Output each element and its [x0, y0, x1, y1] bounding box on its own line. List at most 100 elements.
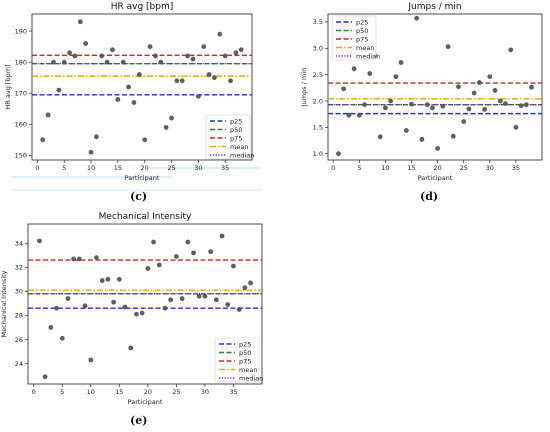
data-point	[393, 74, 399, 80]
legend-label-p25: p25	[230, 117, 242, 125]
data-point	[147, 44, 153, 50]
legend-label-p50: p50	[239, 349, 251, 357]
data-point	[93, 134, 99, 140]
data-point	[116, 276, 122, 282]
x-axis-label: Participant	[125, 174, 160, 182]
data-point	[450, 133, 456, 139]
y-tick-label: 30	[15, 288, 23, 296]
data-point	[508, 47, 514, 53]
data-point	[336, 151, 341, 157]
background-stripe	[150, 167, 260, 169]
y-axis-label: Mechanical Intensity	[0, 270, 8, 337]
x-tick-label: 0	[331, 164, 335, 172]
y-tick-label: 160	[15, 121, 27, 129]
data-point	[59, 335, 65, 341]
x-tick-label: 30	[486, 164, 494, 172]
data-point	[104, 59, 110, 65]
y-tick-label: 1.5	[313, 124, 323, 132]
data-point	[217, 31, 223, 37]
data-point	[377, 134, 383, 140]
data-point	[72, 53, 78, 59]
data-point	[76, 256, 82, 262]
x-tick-label: 15	[114, 164, 122, 172]
x-tick-label: 25	[167, 164, 175, 172]
x-tick-label: 20	[141, 164, 149, 172]
data-point	[208, 249, 214, 255]
data-point	[233, 50, 239, 56]
data-point	[518, 103, 524, 109]
data-point	[429, 105, 435, 111]
data-point	[120, 59, 126, 65]
data-point	[153, 53, 158, 59]
y-tick-label: 1.0	[313, 150, 323, 158]
x-tick-label: 25	[172, 388, 180, 396]
data-point	[115, 97, 121, 102]
data-point	[419, 137, 425, 142]
x-tick-label: 15	[407, 164, 415, 172]
data-point	[492, 88, 498, 93]
data-point	[94, 255, 99, 261]
data-point	[461, 119, 467, 124]
x-tick-label: 10	[87, 164, 95, 172]
x-tick-label: 5	[60, 388, 64, 396]
data-point	[142, 137, 148, 143]
data-point	[487, 74, 493, 80]
data-point	[225, 302, 231, 308]
legend-label-median: median	[356, 52, 380, 60]
data-point	[42, 374, 48, 380]
data-point	[99, 278, 105, 283]
data-point	[83, 41, 89, 46]
data-point	[222, 53, 228, 59]
data-point	[122, 304, 128, 310]
data-point	[61, 59, 67, 65]
x-tick-label: 30	[194, 164, 202, 172]
plot-frame	[31, 13, 253, 161]
legend-box	[205, 114, 251, 160]
data-point	[56, 87, 62, 93]
legend-label-median: median	[230, 151, 254, 159]
data-point	[466, 106, 472, 112]
data-point	[196, 293, 202, 299]
data-point	[110, 47, 115, 53]
y-tick-label: 2.5	[313, 71, 323, 79]
data-point	[190, 56, 196, 62]
jumps-per-min-chart: Jumps / min 0 5 10 15 20 25 30 35 1.0 1.5 2.0 2.5 3.0…	[300, 2, 543, 182]
data-point	[228, 78, 233, 84]
plot-frame	[27, 223, 263, 385]
legend-label-mean: mean	[239, 366, 257, 374]
data-point	[242, 285, 248, 291]
data-point	[111, 299, 117, 305]
data-point	[163, 124, 169, 130]
data-point	[71, 256, 77, 262]
data-point	[105, 276, 111, 282]
data-point	[409, 101, 414, 107]
data-point	[179, 296, 185, 301]
x-axis-label: Participant	[128, 398, 163, 406]
data-point	[219, 233, 225, 239]
legend-label-p50: p50	[356, 27, 368, 35]
x-axis-label: Participant	[418, 174, 453, 182]
data-point	[139, 310, 145, 316]
y-tick-label: 3.0	[313, 45, 323, 53]
plot-frame	[327, 13, 543, 161]
data-point	[136, 72, 142, 77]
data-point	[173, 254, 179, 259]
data-point	[195, 93, 201, 99]
y-tick-label: 24	[15, 360, 23, 368]
x-tick-label: 5	[62, 164, 66, 172]
data-point	[388, 98, 394, 104]
data-point	[77, 19, 83, 25]
data-point	[88, 357, 94, 363]
chart-panel-e: Mechanical Intensity 0 5 10 15 20 25 30 35 24 26 28…	[0, 208, 275, 408]
data-point	[341, 86, 347, 92]
data-point	[99, 53, 105, 59]
data-point	[503, 101, 508, 107]
data-point	[424, 102, 430, 108]
y-tick-label: 170	[15, 90, 27, 98]
data-point	[476, 80, 482, 85]
data-point	[456, 84, 461, 90]
data-point	[158, 59, 164, 65]
data-point	[351, 66, 357, 72]
data-point	[54, 305, 59, 311]
chart-panel-c: HR avg [bpm] 0 5 10 15 20 25 30 35 150 160 170 180 19…	[0, 0, 275, 185]
